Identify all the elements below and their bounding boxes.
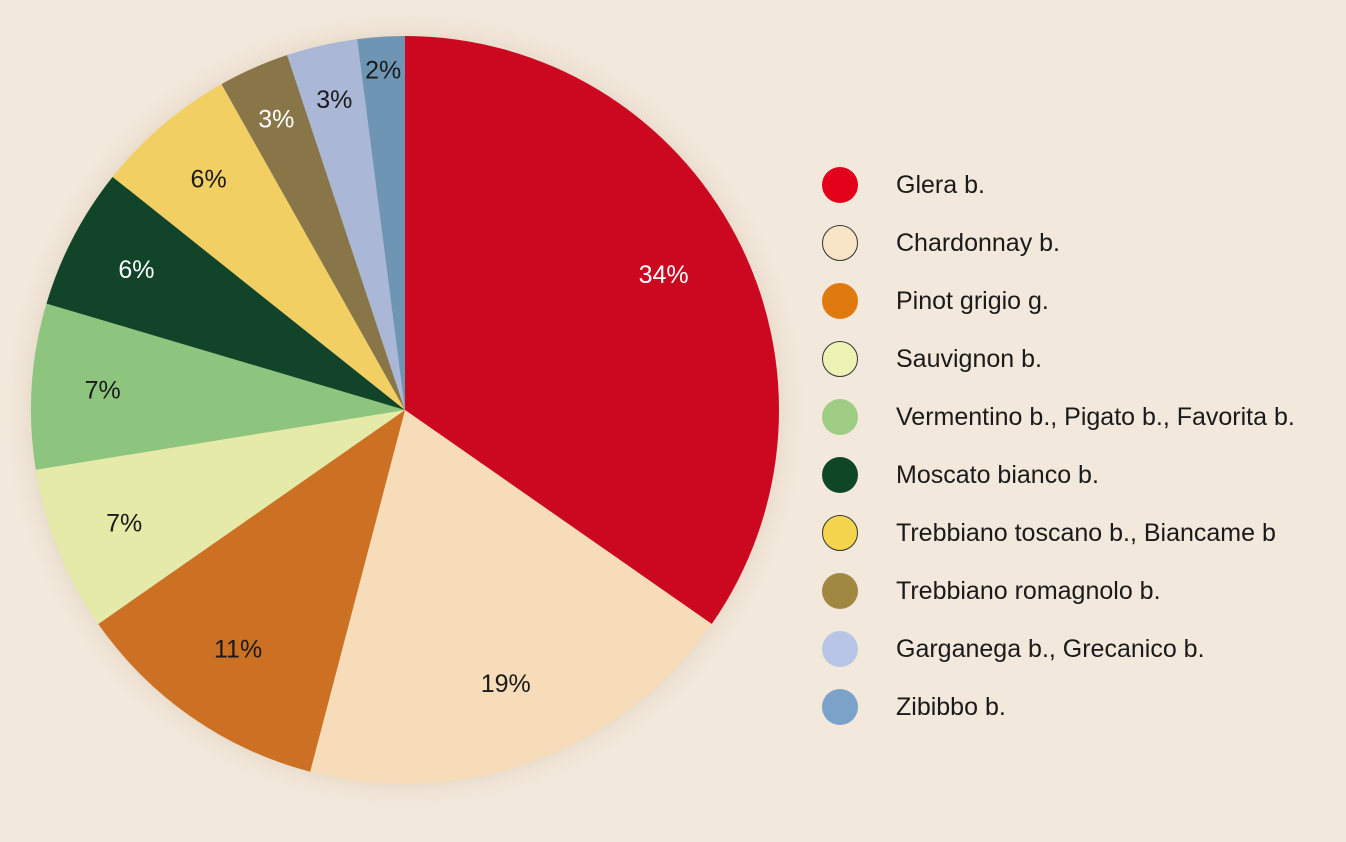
pie-chart: 34% 19% 11% 7% 7% 6% 6% 3% 3% 2% [3,8,807,812]
slice-value-label: 19% [481,670,531,698]
legend-swatch [822,399,858,435]
legend-item: Glera b. [822,166,1295,204]
legend-swatch [822,573,858,609]
legend-swatch [822,515,858,551]
legend-label: Zibibbo b. [896,692,1006,721]
legend-label: Sauvignon b. [896,344,1042,373]
legend-label: Chardonnay b. [896,228,1061,257]
legend-item: Garganega b., Grecanico b. [822,630,1295,668]
legend-label: Garganega b., Grecanico b. [896,634,1205,663]
slice-value-label: 6% [118,256,154,284]
legend-label: Moscato bianco b. [896,460,1099,489]
slice-value-label: 7% [106,510,142,538]
legend-swatch [822,689,858,725]
slice-value-label: 34% [639,261,689,289]
legend-label: Pinot grigio g. [896,286,1049,315]
pie-slices [30,36,779,784]
legend-item: Vermentino b., Pigato b., Favorita b. [822,398,1295,436]
legend-swatch [822,225,858,261]
legend-item: Zibibbo b. [822,688,1295,726]
pie-slice-1 [405,36,779,624]
legend-swatch [822,457,858,493]
pie-slice-9 [287,39,405,411]
legend-swatch [822,631,858,667]
legend-item: Sauvignon b. [822,340,1295,378]
legend: Glera b. Chardonnay b. Pinot grigio g. Sauv… [822,166,1295,746]
slice-value-label: 11% [214,635,262,663]
legend-label: Vermentino b., Pigato b., Favorita b. [896,402,1295,431]
slice-value-label: 7% [85,377,121,405]
pie-slice-4 [35,410,406,624]
slice-value-label: 3% [258,105,294,133]
legend-item: Trebbiano romagnolo b. [822,572,1295,610]
pie-slice-labels: 34% 19% 11% 7% 7% 6% 6% 3% 3% 2% [85,56,689,697]
legend-label: Trebbiano toscano b., Biancame b [896,518,1276,547]
slice-value-label: 3% [316,86,352,114]
legend-label: Glera b. [896,170,985,199]
legend-swatch [822,167,858,203]
legend-item: Pinot grigio g. [822,282,1295,320]
legend-swatch [822,341,858,377]
pie-slice-6 [46,176,405,410]
legend-label: Trebbiano romagnolo b. [896,576,1161,605]
pie-slice-3 [98,410,405,772]
slice-value-label: 2% [365,56,401,84]
pie-slice-10 [357,36,405,410]
legend-swatch [822,283,858,319]
pie-slice-2 [310,410,712,784]
pie-slice-8 [221,55,405,410]
legend-item: Moscato bianco b. [822,456,1295,494]
pie-slice-7 [112,84,405,411]
slice-value-label: 6% [191,165,227,193]
legend-item: Trebbiano toscano b., Biancame b [822,514,1295,552]
legend-item: Chardonnay b. [822,224,1295,262]
pie-slice-5 [30,303,406,470]
